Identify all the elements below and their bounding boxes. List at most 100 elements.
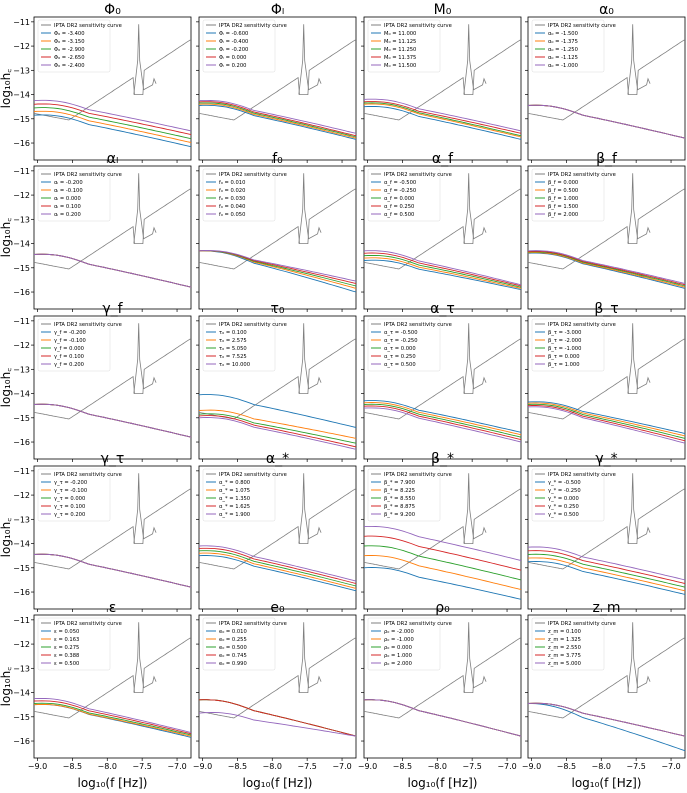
- legend-label: α_τ = 0.250: [384, 354, 416, 360]
- legend-label: γ_τ = -0.200: [54, 480, 87, 486]
- x-tick-label: −8.5: [228, 762, 247, 771]
- y-tick-label: −13: [13, 215, 30, 224]
- legend-label: e₀ = 0.010: [219, 629, 247, 635]
- sensitivity-spike: [627, 24, 651, 95]
- series-line: [198, 413, 357, 444]
- sensitivity-curve: [363, 39, 521, 121]
- legend-label: IPTA DR2 sensitivity curve: [384, 472, 452, 478]
- subplot: β_* IPTA DR2 sensitivity curve β_* = 7.900…: [361, 451, 522, 612]
- sensitivity-curve: [33, 188, 191, 270]
- x-tick-label: −7.0: [167, 762, 186, 771]
- sensitivity-curve: [198, 637, 356, 719]
- legend-box: [37, 468, 111, 522]
- subplot: e₀ IPTA DR2 sensitivity curve e₀ = 0.010 e₀…: [193, 600, 357, 790]
- legend-label: Φ₀ = -2.900: [54, 47, 85, 53]
- series-line: [33, 107, 192, 140]
- legend-label: α_τ = 0.500: [384, 362, 416, 368]
- legend-label: τ₀ = 10.000: [219, 362, 250, 368]
- sensitivity-spike: [133, 323, 157, 394]
- legend-label: IPTA DR2 sensitivity curve: [54, 621, 122, 627]
- legend-label: αₗ = -0.100: [54, 188, 83, 194]
- series-line: [363, 402, 522, 436]
- subplot-title: ε: [109, 600, 117, 616]
- legend-label: f₀ = 0.050: [219, 212, 245, 218]
- y-tick-label: −13: [13, 365, 30, 374]
- series-line: [198, 555, 357, 592]
- sensitivity-spike: [463, 473, 487, 544]
- legend-label: ε = 0.275: [54, 645, 79, 651]
- series-line: [33, 110, 192, 143]
- legend-box: [202, 318, 276, 372]
- y-axis-label: log₁₀h꜀: [0, 518, 13, 558]
- x-tick-label: −8.0: [592, 762, 611, 771]
- legend-label: Φ₀ = -3.150: [54, 39, 85, 45]
- y-axis-label: log₁₀h꜀: [0, 69, 13, 109]
- legend-label: α_f = -0.500: [384, 180, 416, 186]
- legend-label: Φₗ = -0.200: [219, 47, 248, 53]
- y-tick-label: −14: [13, 390, 30, 399]
- legend-label: γ_* = -0.250: [548, 488, 581, 494]
- y-tick-label: −15: [13, 115, 30, 124]
- y-tick-label: −14: [13, 91, 30, 100]
- series-line: [33, 553, 192, 588]
- legend-label: γ_f = -0.200: [54, 330, 86, 336]
- y-tick-label: −12: [13, 640, 30, 649]
- x-axis-label: log₁₀(f [Hz]): [407, 776, 477, 790]
- x-axis-label: log₁₀(f [Hz]): [77, 776, 147, 790]
- subplot: α_τ IPTA DR2 sensitivity curve α_τ = -0.50…: [361, 301, 522, 462]
- series-line: [198, 104, 357, 140]
- sensitivity-spike: [627, 622, 651, 693]
- sensitivity-spike: [133, 24, 157, 95]
- legend-box: [202, 19, 276, 73]
- legend-label: α₀ = -1.250: [548, 47, 578, 53]
- legend-label: β_τ = -2.000: [548, 338, 581, 344]
- legend-label: γ_τ = -0.100: [54, 488, 87, 494]
- series-line: [527, 252, 686, 289]
- legend-label: IPTA DR2 sensitivity curve: [54, 322, 122, 328]
- subplot: α₀ IPTA DR2 sensitivity curve α₀ = -1.500 α…: [525, 2, 686, 163]
- sensitivity-spike: [298, 473, 322, 544]
- subplot: αₗ IPTA DR2 sensitivity curve αₗ = -0.200 α…: [0, 151, 192, 312]
- legend-label: γ_τ = 0.200: [54, 512, 85, 518]
- legend-box: [202, 468, 276, 522]
- legend-label: M₀ = 11.125: [384, 39, 416, 45]
- series-line: [363, 259, 522, 291]
- subplot: z_m IPTA DR2 sensitivity curve z_m = 0.100…: [522, 600, 686, 790]
- y-tick-label: −11: [13, 167, 30, 176]
- series-line: [363, 254, 522, 288]
- subplot: γ_* IPTA DR2 sensitivity curve γ_* = -0.50…: [525, 451, 686, 612]
- legend-label: τ₀ = 7.525: [219, 354, 247, 360]
- series-line: [527, 250, 686, 285]
- legend-label: e₀ = 0.745: [219, 653, 247, 659]
- series-line: [363, 555, 522, 591]
- legend-label: Φₗ = 0.200: [219, 63, 246, 69]
- y-tick-label: −14: [13, 540, 30, 549]
- legend-label: β_f = 2.000: [548, 212, 578, 218]
- x-tick-label: −7.5: [626, 762, 645, 771]
- legend-label: γ_f = 0.000: [54, 346, 84, 352]
- legend-label: IPTA DR2 sensitivity curve: [384, 172, 452, 178]
- sensitivity-spike: [298, 323, 322, 394]
- series-line: [527, 557, 686, 592]
- series-line: [363, 525, 522, 561]
- x-tick-label: −9.0: [193, 762, 212, 771]
- series-line: [363, 250, 522, 286]
- sensitivity-curve: [33, 338, 191, 420]
- subplot-title: αₗ: [107, 151, 119, 167]
- series-line: [198, 699, 357, 737]
- legend-label: z_m = 5.000: [548, 661, 581, 667]
- legend-label: f₀ = 0.030: [219, 196, 245, 202]
- legend-label: Φₗ = -0.600: [219, 31, 248, 37]
- legend-label: Φₗ = 0.000: [219, 55, 246, 61]
- legend-box: [37, 318, 111, 372]
- legend-label: Φ₀ = -2.650: [54, 55, 85, 61]
- series-line: [33, 99, 192, 132]
- x-tick-label: −7.0: [497, 762, 516, 771]
- subplot-title: α₀: [599, 2, 614, 18]
- legend-label: α_* = 1.625: [219, 504, 250, 510]
- legend-box: [531, 168, 605, 222]
- legend-label: ρ₀ = 0.000: [384, 645, 412, 651]
- subplot-title: τ₀: [270, 301, 284, 317]
- sensitivity-curve: [527, 488, 685, 570]
- series-line: [33, 253, 192, 288]
